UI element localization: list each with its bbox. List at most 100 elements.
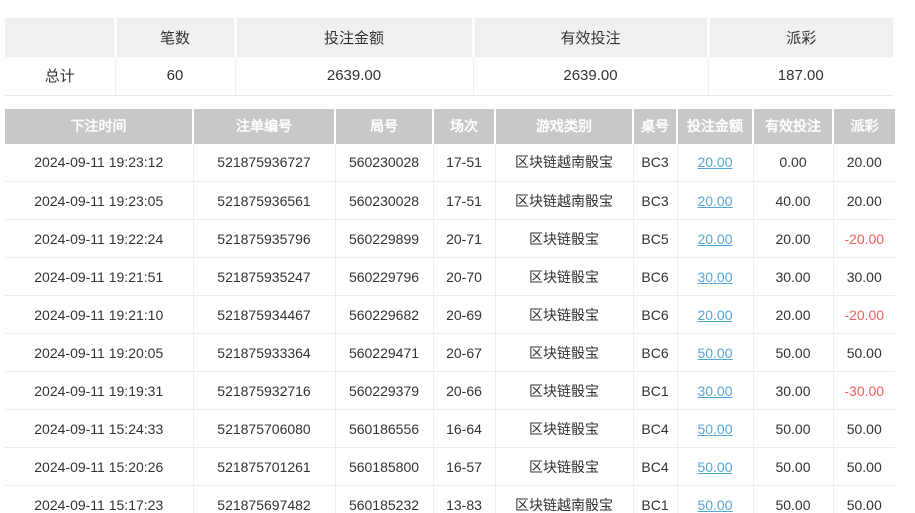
cell-table-number: BC1 bbox=[632, 485, 677, 513]
summary-header-bet-amount: 投注金额 bbox=[233, 18, 473, 57]
cell-table-number: BC3 bbox=[632, 181, 677, 220]
bet-amount-link[interactable]: 20.00 bbox=[697, 154, 733, 171]
bet-amount-link[interactable]: 50.00 bbox=[697, 496, 733, 513]
summary-header-count: 笔数 bbox=[113, 18, 235, 57]
summary-total-row: 总计 60 2639.00 2639.00 187.00 bbox=[5, 57, 893, 96]
cell-bet-amount: 20.00 bbox=[676, 181, 753, 220]
cell-valid-bet: 50.00 bbox=[752, 333, 833, 372]
bet-amount-link[interactable]: 20.00 bbox=[697, 230, 733, 247]
cell-round-number: 560230028 bbox=[334, 181, 433, 220]
cell-session: 16-57 bbox=[432, 447, 495, 486]
cell-order-number: 521875934467 bbox=[192, 295, 335, 334]
bet-table-row: 2024-09-11 19:21:51 521875935247 5602297… bbox=[5, 257, 895, 296]
bet-records-table: 下注时间 注单编号 局号 场次 游戏类别 桌号 投注金额 有效投注 派彩 202… bbox=[5, 108, 895, 513]
cell-bet-amount: 30.00 bbox=[676, 257, 753, 296]
cell-bet-amount: 20.00 bbox=[676, 295, 753, 334]
bet-amount-link[interactable]: 20.00 bbox=[697, 306, 733, 323]
header-session: 场次 bbox=[432, 108, 495, 144]
bet-table-row: 2024-09-11 15:20:26 521875701261 5601858… bbox=[5, 447, 895, 486]
header-payout: 派彩 bbox=[832, 108, 895, 144]
cell-valid-bet: 20.00 bbox=[752, 219, 833, 258]
header-bet-amount: 投注金额 bbox=[676, 108, 753, 144]
summary-header-blank bbox=[5, 18, 115, 57]
cell-table-number: BC6 bbox=[632, 333, 677, 372]
cell-bet-time: 2024-09-11 19:21:10 bbox=[5, 295, 193, 334]
summary-total-label: 总计 bbox=[5, 57, 115, 96]
bet-amount-link[interactable]: 30.00 bbox=[697, 268, 733, 285]
cell-valid-bet: 40.00 bbox=[752, 181, 833, 220]
cell-game-category: 区块链骰宝 bbox=[494, 371, 633, 410]
bet-table-row: 2024-09-11 19:23:05 521875936561 5602300… bbox=[5, 181, 895, 220]
cell-game-category: 区块链越南骰宝 bbox=[494, 143, 633, 182]
cell-bet-time: 2024-09-11 15:17:23 bbox=[5, 485, 193, 513]
cell-game-category: 区块链骰宝 bbox=[494, 257, 633, 296]
cell-game-category: 区块链骰宝 bbox=[494, 295, 633, 334]
cell-round-number: 560229796 bbox=[334, 257, 433, 296]
cell-valid-bet: 20.00 bbox=[752, 295, 833, 334]
cell-session: 20-71 bbox=[432, 219, 495, 258]
cell-bet-time: 2024-09-11 15:24:33 bbox=[5, 409, 193, 448]
cell-session: 17-51 bbox=[432, 143, 495, 182]
cell-payout: 20.00 bbox=[832, 181, 895, 220]
cell-table-number: BC3 bbox=[632, 143, 677, 182]
cell-game-category: 区块链骰宝 bbox=[494, 219, 633, 258]
cell-valid-bet: 50.00 bbox=[752, 485, 833, 513]
header-valid-bet: 有效投注 bbox=[752, 108, 833, 144]
cell-order-number: 521875936727 bbox=[192, 143, 335, 182]
cell-order-number: 521875935247 bbox=[192, 257, 335, 296]
header-order-number: 注单编号 bbox=[192, 108, 335, 144]
cell-bet-time: 2024-09-11 19:21:51 bbox=[5, 257, 193, 296]
cell-game-category: 区块链骰宝 bbox=[494, 409, 633, 448]
cell-payout: 50.00 bbox=[832, 485, 895, 513]
bet-table-body: 2024-09-11 19:23:12 521875936727 5602300… bbox=[5, 143, 895, 513]
cell-table-number: BC1 bbox=[632, 371, 677, 410]
cell-round-number: 560229471 bbox=[334, 333, 433, 372]
cell-round-number: 560229379 bbox=[334, 371, 433, 410]
cell-round-number: 560229682 bbox=[334, 295, 433, 334]
cell-payout: 30.00 bbox=[832, 257, 895, 296]
cell-game-category: 区块链骰宝 bbox=[494, 333, 633, 372]
cell-order-number: 521875697482 bbox=[192, 485, 335, 513]
cell-valid-bet: 0.00 bbox=[752, 143, 833, 182]
cell-table-number: BC6 bbox=[632, 295, 677, 334]
cell-bet-time: 2024-09-11 15:20:26 bbox=[5, 447, 193, 486]
summary-header-row: 笔数 投注金额 有效投注 派彩 bbox=[5, 18, 893, 57]
bet-amount-link[interactable]: 50.00 bbox=[697, 420, 733, 437]
cell-table-number: BC4 bbox=[632, 409, 677, 448]
bet-amount-link[interactable]: 30.00 bbox=[697, 382, 733, 399]
cell-bet-amount: 20.00 bbox=[676, 219, 753, 258]
cell-payout: -20.00 bbox=[832, 295, 895, 334]
cell-session: 17-51 bbox=[432, 181, 495, 220]
bet-table-row: 2024-09-11 19:19:31 521875932716 5602293… bbox=[5, 371, 895, 410]
bet-amount-link[interactable]: 50.00 bbox=[697, 344, 733, 361]
header-bet-time: 下注时间 bbox=[5, 108, 193, 144]
cell-session: 20-67 bbox=[432, 333, 495, 372]
cell-order-number: 521875701261 bbox=[192, 447, 335, 486]
cell-payout: 50.00 bbox=[832, 409, 895, 448]
header-game-category: 游戏类别 bbox=[494, 108, 633, 144]
cell-bet-amount: 50.00 bbox=[676, 447, 753, 486]
cell-table-number: BC4 bbox=[632, 447, 677, 486]
cell-bet-amount: 30.00 bbox=[676, 371, 753, 410]
cell-game-category: 区块链越南骰宝 bbox=[494, 485, 633, 513]
cell-session: 20-70 bbox=[432, 257, 495, 296]
summary-total-valid-bet: 2639.00 bbox=[472, 57, 708, 96]
summary-total-bet-amount: 2639.00 bbox=[234, 57, 473, 96]
cell-valid-bet: 30.00 bbox=[752, 371, 833, 410]
cell-valid-bet: 50.00 bbox=[752, 409, 833, 448]
cell-session: 20-66 bbox=[432, 371, 495, 410]
cell-bet-amount: 50.00 bbox=[676, 485, 753, 513]
cell-table-number: BC6 bbox=[632, 257, 677, 296]
cell-order-number: 521875932716 bbox=[192, 371, 335, 410]
cell-bet-time: 2024-09-11 19:23:05 bbox=[5, 181, 193, 220]
cell-bet-time: 2024-09-11 19:19:31 bbox=[5, 371, 193, 410]
cell-bet-amount: 50.00 bbox=[676, 409, 753, 448]
bet-amount-link[interactable]: 20.00 bbox=[697, 192, 733, 209]
cell-session: 16-64 bbox=[432, 409, 495, 448]
header-round-number: 局号 bbox=[334, 108, 433, 144]
summary-total-payout: 187.00 bbox=[707, 57, 893, 96]
bet-amount-link[interactable]: 50.00 bbox=[697, 458, 733, 475]
bet-table-row: 2024-09-11 19:21:10 521875934467 5602296… bbox=[5, 295, 895, 334]
bet-table-row: 2024-09-11 19:22:24 521875935796 5602298… bbox=[5, 219, 895, 258]
